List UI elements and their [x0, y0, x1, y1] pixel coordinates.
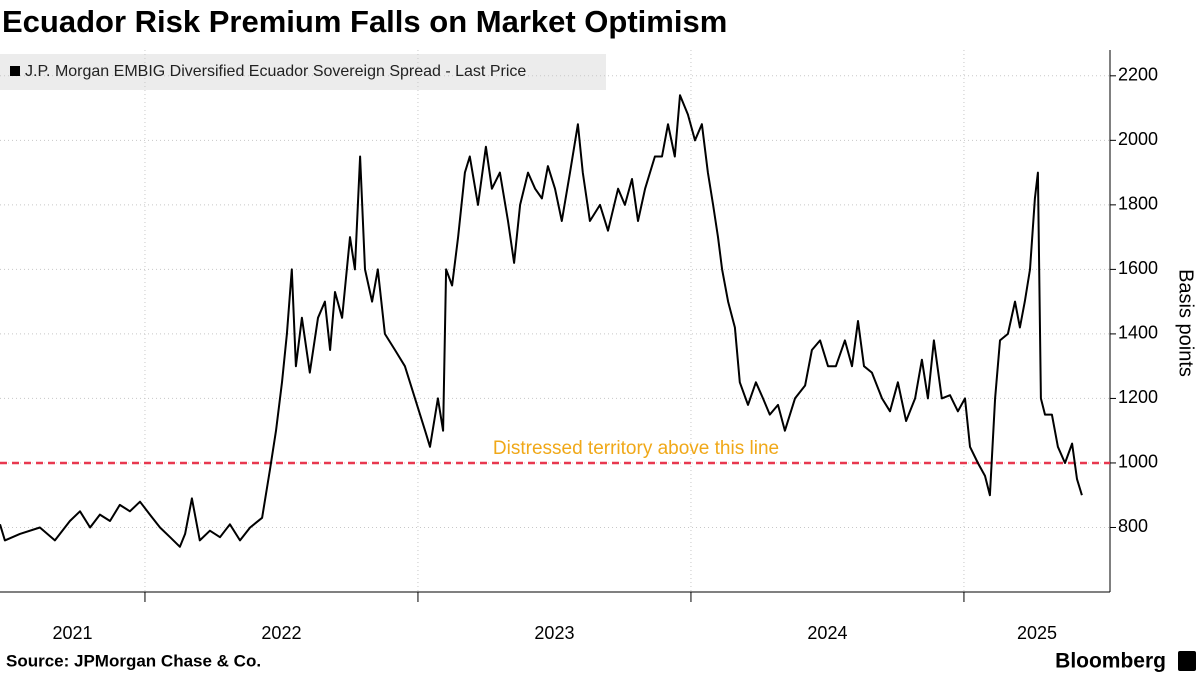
x-tick-label: 2023 — [534, 623, 574, 643]
brand-icon — [1178, 651, 1196, 671]
legend-label: J.P. Morgan EMBIG Diversified Ecuador So… — [25, 63, 526, 80]
x-tick-label: 2021 — [52, 623, 92, 643]
legend-swatch — [10, 66, 20, 76]
y-tick-label: 1000 — [1118, 452, 1158, 472]
y-tick-label: 2000 — [1118, 129, 1158, 149]
x-tick-label: 2022 — [261, 623, 301, 643]
x-tick-label: 2025 — [1017, 623, 1057, 643]
y-tick-label: 1200 — [1118, 387, 1158, 407]
y-tick-label: 1800 — [1118, 194, 1158, 214]
x-tick-label: 2024 — [807, 623, 847, 643]
chart-title: Ecuador Risk Premium Falls on Market Opt… — [2, 4, 727, 39]
source: Source: JPMorgan Chase & Co. — [6, 651, 261, 670]
reference-label: Distressed territory above this line — [493, 438, 779, 459]
brand: Bloomberg — [1055, 650, 1166, 673]
legend-box — [0, 54, 606, 90]
y-tick-label: 2200 — [1118, 65, 1158, 85]
y-axis-label: Basis points — [1175, 269, 1197, 377]
y-tick-label: 1600 — [1118, 258, 1158, 278]
y-tick-label: 800 — [1118, 516, 1148, 536]
series-line — [0, 94, 1083, 548]
y-tick-label: 1400 — [1118, 323, 1158, 343]
